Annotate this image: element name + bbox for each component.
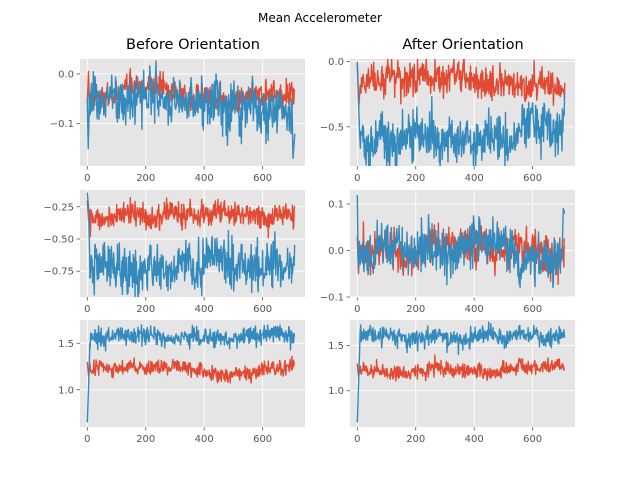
- y-tick-label: 0.0: [328, 246, 344, 257]
- x-tick-label: 400: [195, 304, 214, 315]
- y-tick-label: 1.5: [58, 339, 74, 350]
- column-title-before: Before Orientation: [126, 37, 260, 53]
- y-tick-label: −0.50: [43, 234, 74, 245]
- x-tick-label: 200: [136, 304, 155, 315]
- x-tick-label: 200: [406, 434, 425, 445]
- x-tick-label: 400: [465, 304, 484, 315]
- x-tick-label: 600: [523, 434, 542, 445]
- x-tick-label: 400: [195, 434, 214, 445]
- series-line-red: [86, 196, 296, 239]
- y-tick-label: −0.25: [43, 202, 74, 213]
- series-line-blue: [356, 61, 566, 166]
- subplot-after-bottom: 0 200 400 600 1.5 1.0: [328, 320, 575, 445]
- x-tick-label: 400: [465, 173, 484, 184]
- series-line-blue: [356, 321, 566, 423]
- y-tick-label: 0.1: [328, 199, 344, 210]
- x-tick-label: 600: [253, 304, 272, 315]
- x-tick-label: 200: [406, 304, 425, 315]
- subplot-before-middle: 0 200 400 600 −0.25 −0.50 −0.75: [43, 190, 305, 315]
- y-tick-label: 0.0: [328, 57, 344, 68]
- series-line-blue: [86, 60, 296, 160]
- x-tick-label: 0: [84, 434, 90, 445]
- x-tick-label: 400: [465, 434, 484, 445]
- figure-title: Mean Accelerometer: [258, 11, 382, 25]
- series-line-red: [86, 355, 295, 384]
- x-tick-label: 0: [84, 173, 90, 184]
- y-tick-label: 1.0: [58, 385, 74, 396]
- series-line-blue: [86, 324, 296, 423]
- y-tick-label: −0.1: [320, 293, 344, 304]
- subplot-after-top: 0 200 400 600 0.0 −0.5: [320, 57, 575, 184]
- x-tick-label: 200: [136, 434, 155, 445]
- series-line-red: [356, 354, 566, 382]
- x-tick-label: 0: [84, 304, 90, 315]
- x-tick-label: 600: [523, 173, 542, 184]
- x-tick-label: 200: [406, 173, 425, 184]
- subplot-after-middle: 0 200 400 600 0.1 0.0 −0.1: [320, 190, 575, 315]
- y-tick-label: −0.5: [320, 122, 344, 133]
- y-tick-label: −0.1: [50, 119, 74, 130]
- x-tick-label: 0: [354, 304, 360, 315]
- series-line-red: [356, 59, 566, 108]
- x-tick-label: 400: [195, 173, 214, 184]
- column-title-after: After Orientation: [402, 37, 523, 53]
- x-tick-label: 600: [253, 173, 272, 184]
- y-tick-label: 1.5: [328, 341, 344, 352]
- series-line-blue: [356, 194, 566, 289]
- subplot-before-bottom: 0 200 400 600 1.5 1.0: [58, 320, 305, 445]
- series-line-blue: [86, 192, 296, 297]
- y-tick-label: 0.0: [58, 69, 74, 80]
- x-tick-label: 200: [136, 173, 155, 184]
- x-tick-label: 600: [253, 434, 272, 445]
- x-tick-label: 0: [354, 173, 360, 184]
- subplot-before-top: 0 200 400 600 0.0 −0.1: [50, 59, 305, 184]
- y-tick-label: 1.0: [328, 386, 344, 397]
- x-tick-label: 0: [354, 434, 360, 445]
- x-tick-label: 600: [523, 304, 542, 315]
- y-tick-label: −0.75: [43, 267, 74, 278]
